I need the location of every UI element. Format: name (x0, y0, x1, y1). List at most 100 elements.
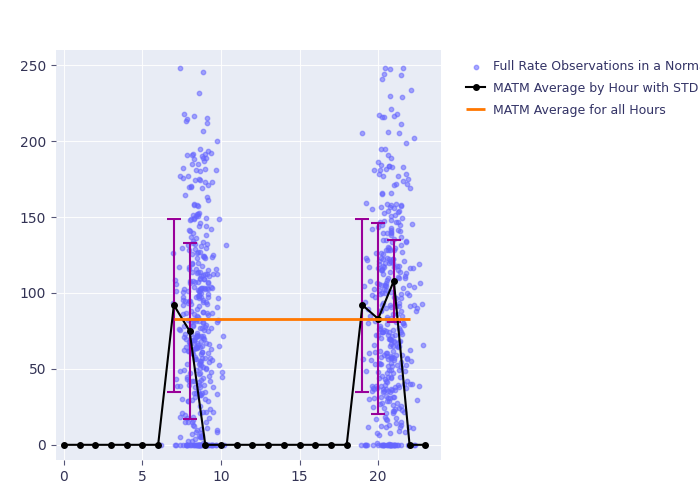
Full Rate Observations in a Normal Point (201, 192, 212, 200)
Full Rate Observations in a Normal Point (191, 268, 202, 276)
Full Rate Observations in a Normal Point (204, 340, 215, 348)
Full Rate Observations in a Normal Point (193, 209, 204, 217)
Full Rate Observations in a Normal Point (185, 228, 196, 235)
Point (382, 274, 393, 282)
Full Rate Observations in a Normal Point (210, 441, 221, 449)
Point (398, 164, 409, 172)
Full Rate Observations in a Normal Point (197, 320, 209, 328)
Point (407, 264, 419, 272)
Point (370, 250, 381, 258)
Full Rate Observations in a Normal Point (195, 402, 206, 410)
Full Rate Observations in a Normal Point (204, 414, 215, 422)
Full Rate Observations in a Normal Point (193, 332, 204, 340)
Full Rate Observations in a Normal Point (208, 270, 219, 278)
Full Rate Observations in a Normal Point (179, 330, 190, 338)
Full Rate Observations in a Normal Point (193, 160, 204, 168)
Point (374, 286, 385, 294)
Full Rate Observations in a Normal Point (189, 284, 200, 292)
Point (372, 428, 383, 436)
Full Rate Observations in a Normal Point (199, 252, 210, 260)
Full Rate Observations in a Normal Point (195, 288, 206, 296)
Point (389, 441, 400, 449)
Full Rate Observations in a Normal Point (188, 389, 199, 397)
Point (398, 380, 409, 388)
Full Rate Observations in a Normal Point (192, 202, 203, 209)
Full Rate Observations in a Normal Point (193, 317, 204, 325)
Point (366, 224, 377, 232)
Point (377, 441, 388, 449)
Full Rate Observations in a Normal Point (194, 369, 205, 377)
Full Rate Observations in a Normal Point (174, 441, 186, 449)
Full Rate Observations in a Normal Point (202, 327, 214, 335)
Full Rate Observations in a Normal Point (193, 441, 204, 449)
Point (381, 441, 392, 449)
Full Rate Observations in a Normal Point (210, 264, 221, 272)
Full Rate Observations in a Normal Point (174, 414, 186, 422)
Point (377, 74, 388, 82)
Point (386, 238, 397, 246)
Full Rate Observations in a Normal Point (184, 182, 195, 190)
Point (374, 400, 386, 408)
Point (376, 289, 387, 297)
Full Rate Observations in a Normal Point (199, 441, 210, 449)
Point (391, 180, 402, 188)
Full Rate Observations in a Normal Point (185, 297, 196, 305)
Point (381, 165, 392, 173)
Full Rate Observations in a Normal Point (201, 424, 212, 432)
Full Rate Observations in a Normal Point (195, 284, 206, 292)
Point (377, 112, 388, 120)
Full Rate Observations in a Normal Point (200, 418, 211, 426)
Full Rate Observations in a Normal Point (178, 333, 190, 341)
Point (380, 384, 391, 392)
Full Rate Observations in a Normal Point (206, 441, 217, 449)
Full Rate Observations in a Normal Point (188, 441, 199, 449)
Full Rate Observations in a Normal Point (188, 201, 199, 209)
MATM Average by Hour with STD (138, 442, 146, 448)
Full Rate Observations in a Normal Point (206, 148, 217, 156)
Point (378, 286, 389, 294)
Point (382, 151, 393, 159)
Point (384, 335, 395, 343)
Point (384, 440, 395, 448)
Point (404, 423, 415, 431)
Full Rate Observations in a Normal Point (199, 254, 210, 262)
Point (377, 441, 388, 449)
Full Rate Observations in a Normal Point (174, 64, 186, 72)
Full Rate Observations in a Normal Point (193, 302, 204, 310)
Full Rate Observations in a Normal Point (190, 317, 202, 325)
Point (387, 410, 398, 418)
Full Rate Observations in a Normal Point (187, 418, 198, 426)
MATM Average by Hour with STD (186, 328, 194, 334)
Full Rate Observations in a Normal Point (180, 410, 191, 418)
Full Rate Observations in a Normal Point (190, 278, 201, 286)
Point (383, 366, 394, 374)
MATM Average by Hour with STD (280, 442, 288, 448)
Full Rate Observations in a Normal Point (211, 428, 223, 436)
Full Rate Observations in a Normal Point (190, 393, 201, 401)
Full Rate Observations in a Normal Point (187, 396, 198, 404)
Full Rate Observations in a Normal Point (199, 323, 210, 331)
Point (386, 200, 397, 208)
Full Rate Observations in a Normal Point (194, 294, 205, 302)
Full Rate Observations in a Normal Point (186, 250, 197, 258)
Full Rate Observations in a Normal Point (190, 332, 201, 340)
Full Rate Observations in a Normal Point (194, 364, 205, 372)
Full Rate Observations in a Normal Point (186, 300, 197, 308)
Full Rate Observations in a Normal Point (190, 316, 201, 324)
MATM Average by Hour with STD (154, 442, 162, 448)
Full Rate Observations in a Normal Point (195, 218, 206, 226)
Full Rate Observations in a Normal Point (192, 286, 203, 294)
Point (388, 342, 399, 350)
Full Rate Observations in a Normal Point (180, 441, 191, 449)
Point (389, 181, 400, 189)
Point (396, 248, 407, 256)
Full Rate Observations in a Normal Point (196, 429, 207, 437)
Point (389, 204, 400, 212)
Point (377, 385, 388, 393)
Full Rate Observations in a Normal Point (196, 262, 207, 270)
Point (402, 288, 413, 296)
Full Rate Observations in a Normal Point (201, 364, 212, 372)
Point (386, 354, 397, 362)
MATM Average by Hour with STD (264, 442, 272, 448)
Full Rate Observations in a Normal Point (182, 360, 193, 368)
